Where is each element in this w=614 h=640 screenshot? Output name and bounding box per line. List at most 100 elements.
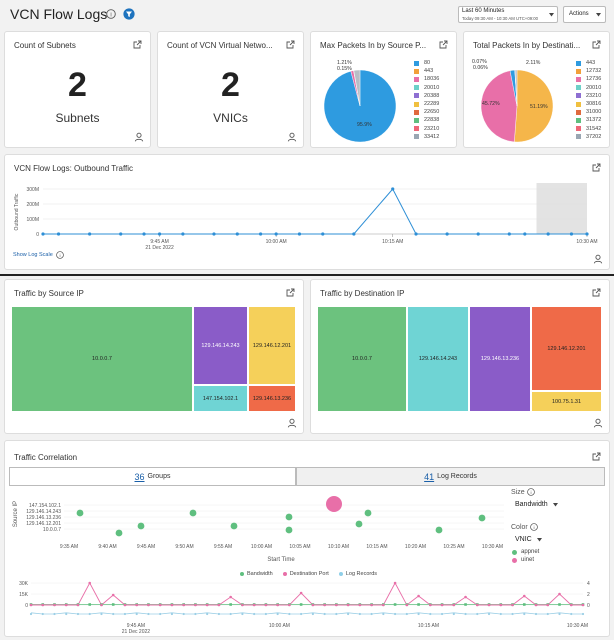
destination-port-point: [288, 603, 291, 607]
tile-total-packets: Total Packets In by Destinati... 0.07% 0.…: [463, 31, 610, 148]
destination-port-point: [522, 594, 526, 598]
info-icon: i: [55, 251, 64, 259]
log-records-tab[interactable]: 41 Log Records: [296, 467, 605, 486]
treemap-cell[interactable]: 129.146.12.201: [248, 306, 296, 385]
data-point: [297, 232, 302, 236]
legend-item: 37202: [576, 133, 601, 141]
popout-icon[interactable]: [592, 163, 601, 172]
x-tick-label: 10:30 AM: [567, 623, 588, 629]
data-point: [445, 232, 449, 236]
legend-label: 443: [586, 60, 596, 66]
treemap-cell[interactable]: 129.146.12.201: [531, 306, 602, 391]
bubble-chart[interactable]: 147.154.102.1129.146.14.243129.146.13.23…: [9, 488, 509, 566]
tile-subnets: Count of Subnets 2 Subnets: [4, 31, 151, 148]
popout-icon[interactable]: [592, 288, 601, 297]
legend-swatch: [576, 93, 581, 99]
destination-port-point: [229, 595, 232, 599]
bubble: [137, 522, 145, 530]
chevron-down-icon: [552, 502, 558, 506]
info-icon[interactable]: i: [106, 9, 116, 19]
y-axis-label: Outbound Traffic: [14, 193, 20, 230]
treemap-cell[interactable]: 129.146.14.243: [407, 306, 469, 412]
destination-port-point: [534, 603, 538, 607]
bubble: [285, 513, 293, 521]
pie-chart[interactable]: 0.07%0.06% 2.11% 45.72% 51.19%: [470, 54, 572, 146]
data-point: [212, 232, 216, 236]
x-tick-label: 10:15 AM: [418, 623, 439, 629]
chevron-down-icon: [536, 537, 542, 541]
pie-slice-label: 51.19%: [530, 104, 548, 110]
data-point: [259, 232, 263, 236]
pie-chart[interactable]: 1.21%0.15% 95.9%: [317, 54, 407, 146]
actions-button[interactable]: Actions: [563, 6, 606, 23]
log-records-point: [241, 612, 244, 616]
destination-port-point: [475, 603, 479, 607]
x-tick-label: 10:00 AM: [269, 623, 290, 629]
destination-port-point: [382, 603, 385, 607]
log-records-point: [311, 612, 314, 616]
bandwidth-point: [558, 603, 561, 606]
y-tick-label: 30K: [19, 581, 29, 587]
destination-port-point: [182, 603, 185, 607]
show-log-scale-link[interactable]: Show Log Scale i: [13, 251, 64, 259]
panel-title: Traffic by Destination IP: [320, 289, 405, 298]
popout-icon[interactable]: [133, 40, 142, 49]
legend-swatch: [576, 101, 581, 107]
person-icon[interactable]: [287, 132, 297, 142]
person-icon[interactable]: [593, 254, 603, 264]
log-records-point: [217, 612, 221, 616]
data-point: [523, 232, 527, 236]
filter-icon[interactable]: [123, 8, 135, 20]
destination-port-point: [241, 603, 244, 607]
treemap-cell[interactable]: 129.146.14.243: [193, 306, 248, 385]
section-divider: [0, 274, 614, 276]
treemap-cell[interactable]: 100.75.1.31: [531, 391, 602, 412]
chevron-down-icon: [596, 13, 601, 17]
color-select[interactable]: VNIC: [515, 536, 542, 543]
treemap-cell[interactable]: 129.146.13.236: [469, 306, 531, 412]
y-tick-label: 10.0.0.7: [43, 527, 61, 533]
treemap-cell[interactable]: 10.0.0.7: [11, 306, 193, 412]
destination-port-point: [264, 603, 268, 607]
outbound-line-chart[interactable]: 300M 200M 100M 0 Outbound Traffic 9:45 AM 10:0…: [5, 179, 611, 251]
treemap-cell[interactable]: 147.154.102.1: [193, 385, 248, 412]
destination-port-point: [276, 603, 279, 607]
log-records-label: Log Records: [437, 473, 477, 480]
bandwidth-point: [522, 603, 526, 606]
treemap-cell[interactable]: 129.146.13.236: [248, 385, 296, 412]
chevron-down-icon: [549, 13, 554, 17]
destination-port-point: [452, 603, 456, 607]
popout-icon[interactable]: [439, 40, 448, 49]
data-point: [142, 232, 146, 236]
legend-swatch: [512, 549, 517, 555]
time-range-select[interactable]: Last 60 Minutes Today 09:30 AM - 10:30 A…: [458, 6, 558, 23]
person-icon[interactable]: [287, 418, 297, 428]
destination-port-point: [111, 593, 115, 597]
legend-label: 22289: [424, 101, 440, 108]
pie-slice-label: 0.15%: [337, 66, 352, 72]
destination-port-point: [346, 603, 350, 607]
log-records-point: [88, 612, 91, 616]
y2-tick-label: 0: [587, 603, 590, 609]
tile-title: Max Packets In by Source P...: [320, 41, 427, 50]
bubble: [478, 514, 486, 522]
x-tick-label: 10:00 AM: [251, 544, 272, 550]
treemap-cell[interactable]: 10.0.0.7: [317, 306, 407, 412]
groups-count: 36: [134, 471, 145, 482]
subnet-count: 2: [68, 66, 87, 104]
popout-icon[interactable]: [592, 40, 601, 49]
correlation-line-chart[interactable]: 30K 4 15K 2 0 0 9:45 AM 10:00 AM 10:15 AM 10:30 A…: [9, 578, 605, 634]
size-select[interactable]: Bandwidth: [515, 501, 558, 508]
person-icon[interactable]: [593, 418, 603, 428]
legend-swatch: [414, 126, 419, 132]
time-range-detail: Today 09:30 AM - 10:30 AM UTC+09:00: [462, 16, 539, 21]
pie-slice-label: 45.72%: [482, 101, 500, 107]
popout-icon[interactable]: [286, 40, 295, 49]
pie-legend: 443 12732 12736 20010 23210 30816 31000 31372 31…: [576, 59, 601, 141]
popout-icon[interactable]: [592, 452, 601, 461]
popout-icon[interactable]: [286, 288, 295, 297]
legend-item: 30816: [576, 100, 601, 108]
person-icon[interactable]: [134, 132, 144, 142]
groups-tab[interactable]: 36 Groups: [9, 467, 296, 486]
legend-label: 22650: [424, 109, 440, 116]
